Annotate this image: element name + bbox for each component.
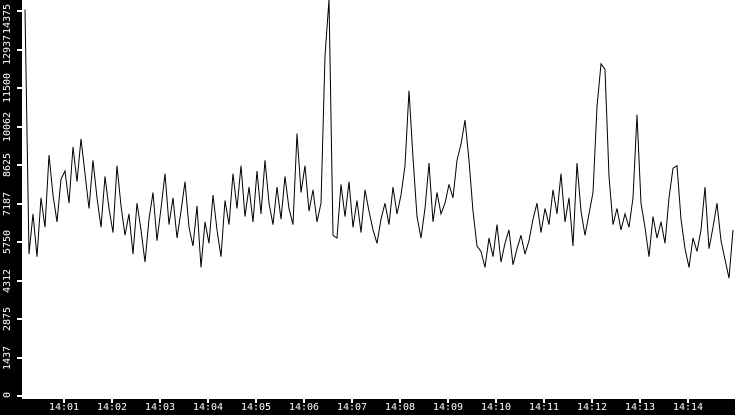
x-axis-label: 14:06: [288, 402, 320, 413]
x-axis-tick: [207, 399, 209, 403]
y-axis-label: 11500: [2, 72, 13, 104]
x-axis-label: 14:07: [336, 402, 368, 413]
y-axis-label: 2875: [2, 306, 13, 332]
x-axis-tick: [447, 399, 449, 403]
x-axis-label: 14:01: [48, 402, 80, 413]
x-axis-label: 14:10: [480, 402, 512, 413]
x-axis-tick: [63, 399, 65, 403]
y-axis-tick: [17, 279, 22, 282]
y-axis-label: 8625: [2, 152, 13, 178]
x-axis-label: 14:11: [528, 402, 560, 413]
y-axis-tick: [17, 356, 22, 359]
x-axis-tick: [639, 399, 641, 403]
x-axis-label: 14:13: [624, 402, 656, 413]
x-axis-tick: [687, 399, 689, 403]
x-axis-label: 14:02: [96, 402, 128, 413]
y-axis-tick: [17, 125, 22, 128]
y-axis-label: 4312: [2, 268, 13, 293]
y-axis-tick: [17, 87, 22, 89]
y-axis-label: 7187: [2, 191, 13, 216]
y-axis-tick: [17, 395, 22, 397]
x-axis-label: 14:12: [576, 402, 608, 413]
x-axis-label: 14:08: [384, 402, 416, 413]
y-axis-label: 1437: [2, 345, 13, 370]
x-axis-tick: [543, 399, 545, 403]
time-series-plot: [24, 0, 734, 279]
x-axis-tick: [303, 399, 305, 403]
y-axis-label: 5750: [2, 229, 13, 255]
x-axis-tick: [255, 399, 257, 403]
x-axis-tick: [399, 399, 401, 403]
x-axis-tick: [111, 399, 113, 403]
y-axis-tick: [17, 164, 22, 166]
x-axis-label: 14:14: [672, 402, 704, 413]
x-axis-tick: [495, 399, 497, 403]
y-axis-tick: [17, 241, 22, 243]
y-axis-label: 0: [2, 391, 13, 399]
x-axis-label: 14:04: [192, 402, 224, 413]
y-axis-tick: [17, 48, 22, 51]
x-axis-tick: [591, 399, 593, 403]
y-axis-tick: [17, 202, 22, 205]
x-axis-label: 14:03: [144, 402, 176, 413]
y-axis-tick: [17, 10, 22, 12]
x-axis-label: 14:09: [432, 402, 464, 413]
y-axis-tick: [17, 318, 22, 320]
y-axis-label: 10062: [2, 111, 13, 142]
x-axis: 14:01 14:02 14:03 14:04 14:05 14:06 14:07 14:08…: [0, 399, 735, 415]
y-axis: 0 1437 2875 4312 5750 7187 8625 10062 11500 12937…: [0, 0, 22, 399]
x-axis-label: 14:05: [240, 402, 272, 413]
y-axis-label: 14375: [2, 3, 13, 35]
series-line: [24, 0, 734, 279]
x-axis-tick: [351, 399, 353, 403]
x-axis-tick: [159, 399, 161, 403]
y-axis-label: 12937: [2, 34, 13, 65]
